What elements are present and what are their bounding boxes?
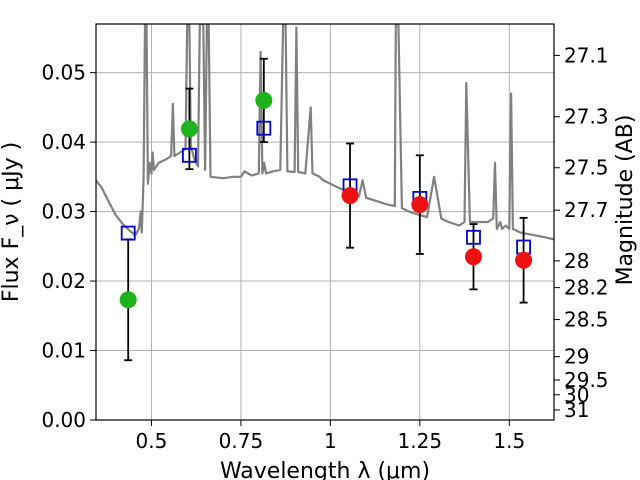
x-tick-label: 0.5	[136, 429, 168, 453]
y2-tick-label: 28	[564, 249, 589, 273]
x-tick-label: 1.25	[398, 429, 443, 453]
y2-tick-label: 27.7	[564, 198, 609, 222]
model-spectrum	[96, 24, 554, 241]
y2-tick-label: 28.5	[564, 308, 609, 332]
x-tick-label: 1	[324, 429, 337, 453]
model-flux-square	[466, 229, 481, 245]
y-tick-label: 0.04	[41, 130, 86, 154]
observed-flux-point	[464, 248, 482, 266]
y-tick-label: 0.03	[41, 200, 86, 224]
y-tick-label: 0.02	[41, 269, 86, 293]
observed-flux-point	[411, 196, 429, 214]
x-axis-label: Wavelength λ (μm)	[220, 459, 430, 480]
observed-flux-point	[119, 291, 137, 309]
y2-axis-label: Magnitude (AB)	[613, 115, 638, 286]
data-points	[119, 91, 533, 309]
observed-flux-point	[180, 120, 198, 138]
model-flux-square	[120, 225, 136, 241]
y-tick-label: 0.00	[41, 408, 86, 432]
x-tick-label: 0.75	[219, 429, 264, 453]
y2-tick-label: 27.3	[564, 105, 609, 129]
y2-tick-label: 29.5	[564, 368, 609, 392]
y-tick-label: 0.05	[41, 61, 86, 85]
y2-tick-label: 30	[564, 383, 589, 407]
model-spectrum-line	[96, 24, 554, 241]
y2-tick-label: 27.5	[564, 156, 609, 180]
observed-flux-point	[341, 187, 359, 205]
plot-frame	[95, 23, 555, 421]
x-tick-label: 1.5	[493, 429, 525, 453]
y-axis-ticks: 0.00 0.01 0.02 0.03 0.04 0.05	[41, 61, 96, 432]
y2-tick-label: 28.2	[564, 276, 609, 300]
y2-tick-label: 27.1	[564, 43, 609, 67]
y-tick-label: 0.01	[41, 339, 86, 363]
model-flux-square	[256, 120, 272, 136]
observed-flux-point	[255, 91, 273, 109]
y2-tick-label: 29	[564, 345, 589, 369]
y-axis-label: Flux F_ν ( μJy )	[0, 142, 24, 302]
observed-flux-point	[515, 251, 533, 269]
model-flux-square	[181, 147, 197, 163]
x-axis-ticks: 0.5 0.75 1 1.25 1.5	[136, 420, 525, 453]
y2-tick-label: 31	[564, 398, 589, 422]
